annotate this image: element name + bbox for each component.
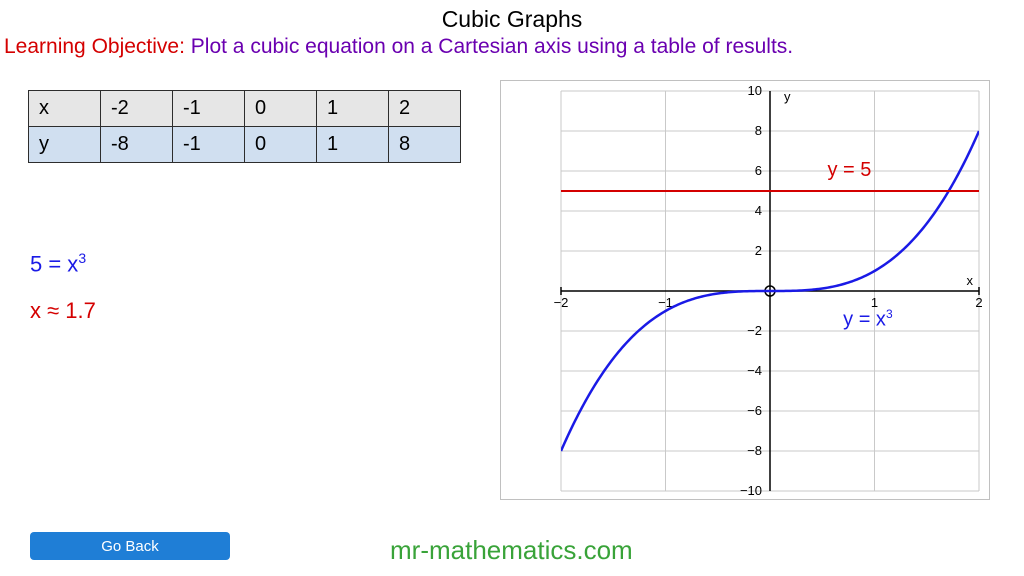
svg-text:−8: −8: [747, 443, 762, 458]
equation-solution: x ≈ 1.7: [30, 298, 96, 324]
svg-text:−2: −2: [747, 323, 762, 338]
objective-text: Plot a cubic equation on a Cartesian axi…: [191, 35, 793, 58]
svg-text:−6: −6: [747, 403, 762, 418]
table-cell: -1: [173, 127, 245, 163]
svg-text:6: 6: [755, 163, 762, 178]
table-cell: y: [29, 127, 101, 163]
cubic-chart: −2−112−10−8−6−4−2246810xyy = x3y = 5: [500, 80, 990, 500]
learning-objective: Learning Objective: Plot a cubic equatio…: [0, 33, 1024, 59]
page-title: Cubic Graphs: [0, 0, 1024, 33]
table-cell: 8: [389, 127, 461, 163]
table-row: x -2 -1 0 1 2: [29, 91, 461, 127]
svg-text:4: 4: [755, 203, 762, 218]
svg-text:y: y: [784, 89, 791, 104]
table-cell: 0: [245, 91, 317, 127]
results-table: x -2 -1 0 1 2 y -8 -1 0 1 8: [28, 90, 461, 163]
svg-text:10: 10: [748, 83, 762, 98]
equation-cubic: 5 = x3: [30, 250, 86, 277]
objective-label: Learning Objective:: [4, 35, 191, 58]
table-cell: 2: [389, 91, 461, 127]
chart-curve-label: y = x3: [843, 307, 892, 332]
svg-text:x: x: [967, 273, 974, 288]
chart-curve-label: y = 5: [827, 159, 871, 182]
go-back-button[interactable]: Go Back: [30, 532, 230, 560]
table-cell: 1: [317, 127, 389, 163]
site-credit: mr-mathematics.com: [390, 535, 633, 566]
svg-text:−10: −10: [740, 483, 762, 498]
table-cell: x: [29, 91, 101, 127]
table-cell: 1: [317, 91, 389, 127]
table-cell: -8: [101, 127, 173, 163]
svg-text:−4: −4: [747, 363, 762, 378]
table-cell: 0: [245, 127, 317, 163]
table-cell: -1: [173, 91, 245, 127]
table-cell: -2: [101, 91, 173, 127]
svg-text:8: 8: [755, 123, 762, 138]
svg-text:2: 2: [975, 295, 982, 310]
table-row: y -8 -1 0 1 8: [29, 127, 461, 163]
svg-text:2: 2: [755, 243, 762, 258]
svg-text:−2: −2: [554, 295, 569, 310]
